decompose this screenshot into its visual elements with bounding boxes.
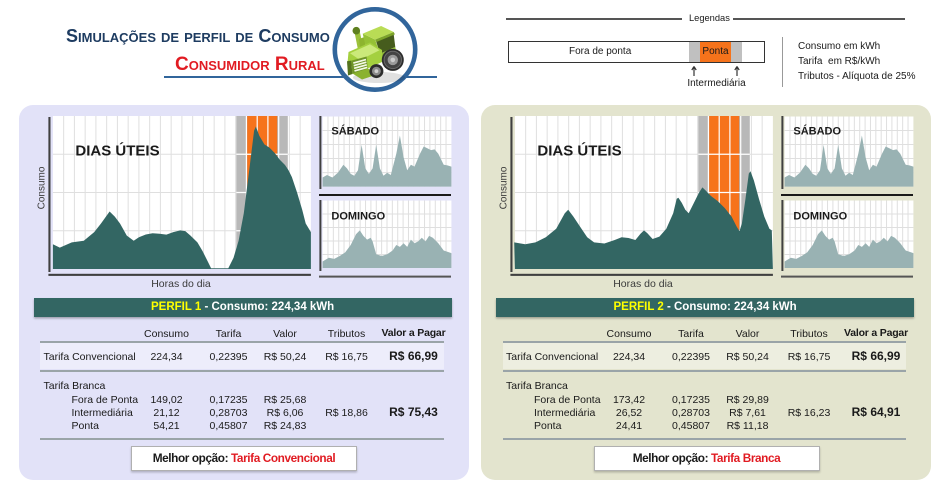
svg-text:DOMINGO: DOMINGO xyxy=(331,210,385,222)
svg-text:DOMINGO: DOMINGO xyxy=(793,210,847,222)
svg-text:SÁBADO: SÁBADO xyxy=(331,124,379,137)
svg-text:DIAS ÚTEIS: DIAS ÚTEIS xyxy=(537,141,621,159)
svg-text:Consumo: Consumo xyxy=(499,166,510,209)
svg-text:DIAS ÚTEIS: DIAS ÚTEIS xyxy=(75,141,159,159)
svg-text:Horas do dia: Horas do dia xyxy=(613,278,673,290)
svg-text:Horas do dia: Horas do dia xyxy=(151,278,211,290)
svg-text:SÁBADO: SÁBADO xyxy=(793,124,841,137)
svg-text:Consumo: Consumo xyxy=(36,166,47,209)
